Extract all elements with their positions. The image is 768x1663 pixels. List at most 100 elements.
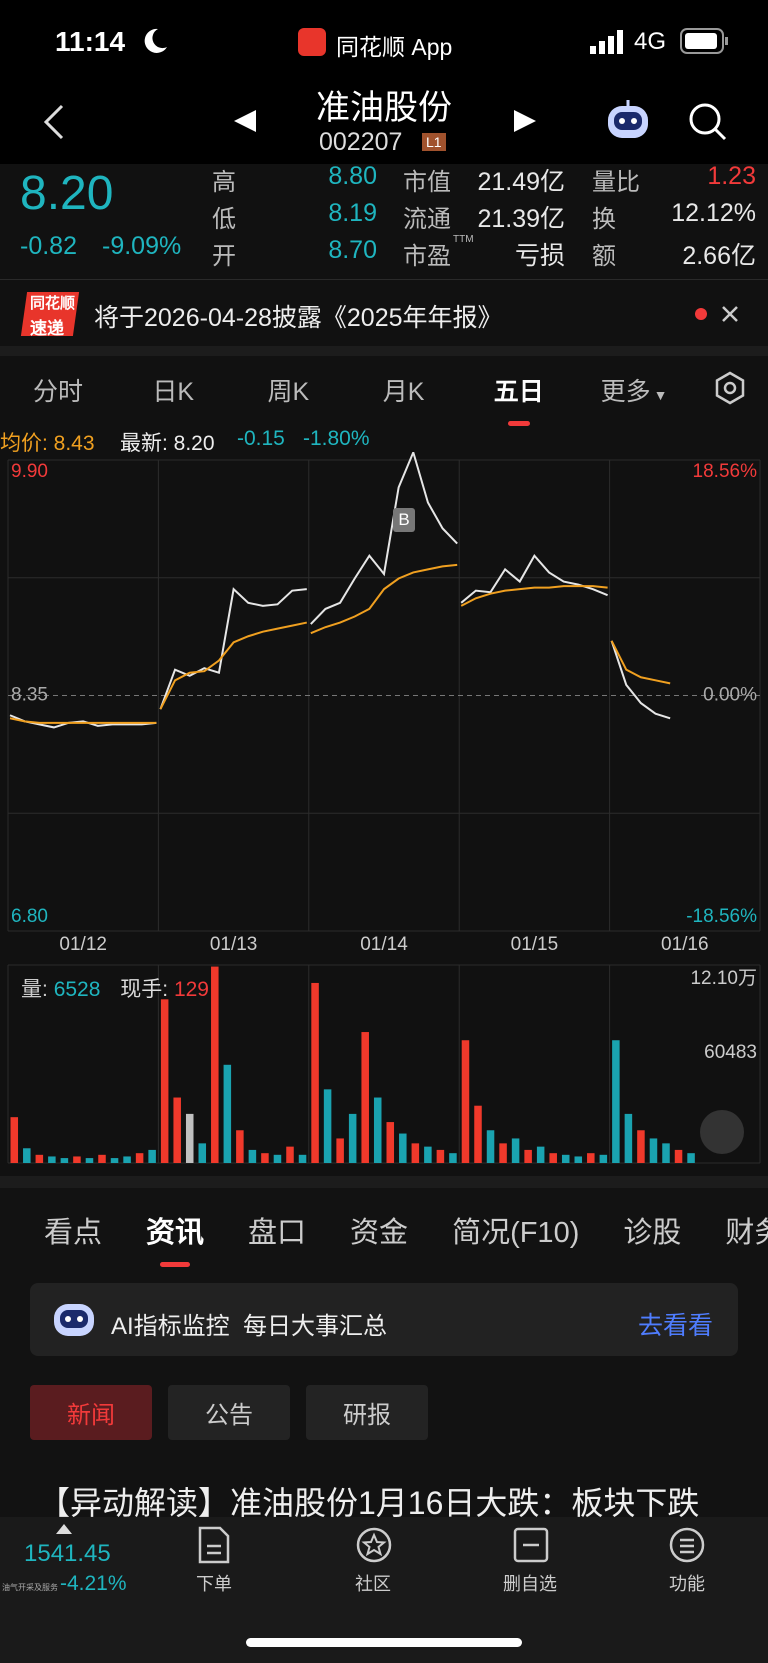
price-change-pct: -9.09%: [102, 232, 182, 260]
stat-value: 21.49亿: [477, 168, 565, 196]
volume-bar: [524, 1149, 532, 1163]
volume-bar: [587, 1153, 595, 1163]
ai-banner[interactable]: [30, 1283, 738, 1356]
nav-item[interactable]: 功能: [669, 1574, 705, 1594]
gap: [0, 1176, 768, 1188]
back-button[interactable]: [38, 102, 68, 142]
section-tab[interactable]: 资金: [350, 1217, 409, 1249]
app-icon: [298, 28, 326, 56]
news-tab[interactable]: 新闻: [30, 1385, 152, 1440]
volume-bar: [148, 1149, 156, 1163]
battery-icon: [680, 28, 728, 54]
avg-line: [460, 585, 608, 607]
stat-value: 12.12%: [671, 199, 756, 227]
volume-bar: [198, 1143, 207, 1163]
search-button[interactable]: [688, 102, 728, 142]
ai-robot[interactable]: [604, 98, 652, 142]
volume-bar: [160, 999, 169, 1163]
last-price: 8.20: [20, 167, 114, 220]
next-stock[interactable]: [512, 108, 538, 134]
stat-label: 额: [592, 243, 616, 270]
chart-tab[interactable]: 五日: [494, 372, 544, 426]
latest-change: -0.15: [237, 427, 285, 450]
stat-label: 开: [212, 243, 236, 270]
y2-tick-label: 0.00%: [703, 685, 757, 706]
nav-item[interactable]: 社区: [355, 1574, 391, 1594]
stat-value: 21.39亿: [477, 205, 565, 233]
volume-bar: [612, 1040, 620, 1163]
volume-bar: [135, 1153, 144, 1163]
volume-bar: [110, 1158, 119, 1163]
volume-bar: [499, 1143, 507, 1163]
ai-banner-action[interactable]: 去看看: [638, 1312, 714, 1340]
volume-bar: [10, 1117, 19, 1163]
volume-bar: [486, 1130, 495, 1163]
volume-bar: [60, 1158, 69, 1163]
volume-bar: [185, 1113, 194, 1163]
price-change: -0.82: [20, 232, 77, 260]
nav-item[interactable]: 删自选: [503, 1574, 557, 1594]
hand-label: 现手:: [120, 978, 169, 1001]
status-time: 11:14: [55, 26, 126, 57]
chart-settings[interactable]: [712, 370, 748, 406]
y-tick-label: 8.35: [11, 685, 48, 706]
volume-bar: [361, 1032, 369, 1163]
news-tab[interactable]: 研报: [306, 1385, 428, 1440]
prev-stock[interactable]: [232, 108, 258, 134]
stat-value: 8.19: [328, 199, 377, 227]
volume-bar: [73, 1156, 81, 1163]
volume-tick-label: 12.10万: [690, 968, 757, 989]
section-tab[interactable]: 财务: [725, 1217, 768, 1249]
volume-bar: [48, 1156, 56, 1163]
notice-dot: [695, 308, 707, 320]
section-tab[interactable]: 盘口: [248, 1217, 307, 1249]
volume-bar: [624, 1113, 633, 1163]
volume-bar: [399, 1133, 407, 1163]
price-line: [159, 587, 307, 710]
expand-button[interactable]: [700, 1110, 744, 1154]
chart-tab[interactable]: 月K: [382, 378, 425, 406]
volume-bar: [574, 1156, 583, 1163]
ai-banner-text: AI指标监控 每日大事汇总: [111, 1313, 388, 1340]
volume-bar: [687, 1153, 695, 1163]
volume-bar: [662, 1143, 670, 1163]
nav-item[interactable]: 下单: [196, 1574, 232, 1594]
avg-line: [9, 717, 157, 724]
volume-bar: [248, 1149, 257, 1163]
chart-tab[interactable]: 分时: [32, 378, 84, 406]
volume-bar: [286, 1146, 294, 1163]
headline[interactable]: 【异动解读】准油股份1月16日大跌：板块下跌: [38, 1485, 700, 1521]
intraday-chart: 9.90 8.35 6.80 18.56% 0.00% -18.56% 01/12 01/13…: [7, 452, 761, 1164]
notice-close[interactable]: [720, 304, 740, 324]
section-tab[interactable]: 看点: [44, 1217, 103, 1249]
volume-bar: [549, 1153, 557, 1163]
avg-line: [310, 563, 458, 635]
latest-change-pct: -1.80%: [303, 427, 370, 450]
y2-tick-label: -18.56%: [686, 906, 757, 927]
section-tab[interactable]: 资讯: [146, 1209, 204, 1267]
status-app: 同花顺 App: [336, 34, 453, 60]
chart-tab[interactable]: 日K: [152, 378, 195, 406]
section-tab[interactable]: 诊股: [623, 1217, 682, 1249]
avg-price: 均价: 8.43: [0, 432, 95, 455]
volume-bar: [211, 966, 219, 1163]
stat-label: 市值: [403, 169, 451, 196]
notice-text[interactable]: 将于2026-04-28披露《2025年年报》: [94, 304, 503, 332]
top-area: [0, 0, 768, 164]
stat-label: 量比: [592, 169, 640, 196]
index-arrow: [56, 1524, 72, 1534]
news-tab[interactable]: 公告: [168, 1385, 290, 1440]
chart-tab[interactable]: 更多 ▼: [600, 378, 668, 406]
status-network: 4G: [634, 28, 667, 55]
volume-bar: [461, 1040, 470, 1163]
level-badge: L1: [422, 133, 446, 151]
volume-bar: [511, 1138, 520, 1163]
gap: [0, 346, 768, 356]
chart-tab[interactable]: 周K: [267, 378, 310, 406]
section-tab[interactable]: 简况(F10): [452, 1217, 580, 1249]
price-line: [9, 714, 157, 729]
volume-bar: [386, 1122, 395, 1163]
index-change: -4.21%: [60, 1572, 127, 1595]
avg-line: [610, 640, 671, 685]
